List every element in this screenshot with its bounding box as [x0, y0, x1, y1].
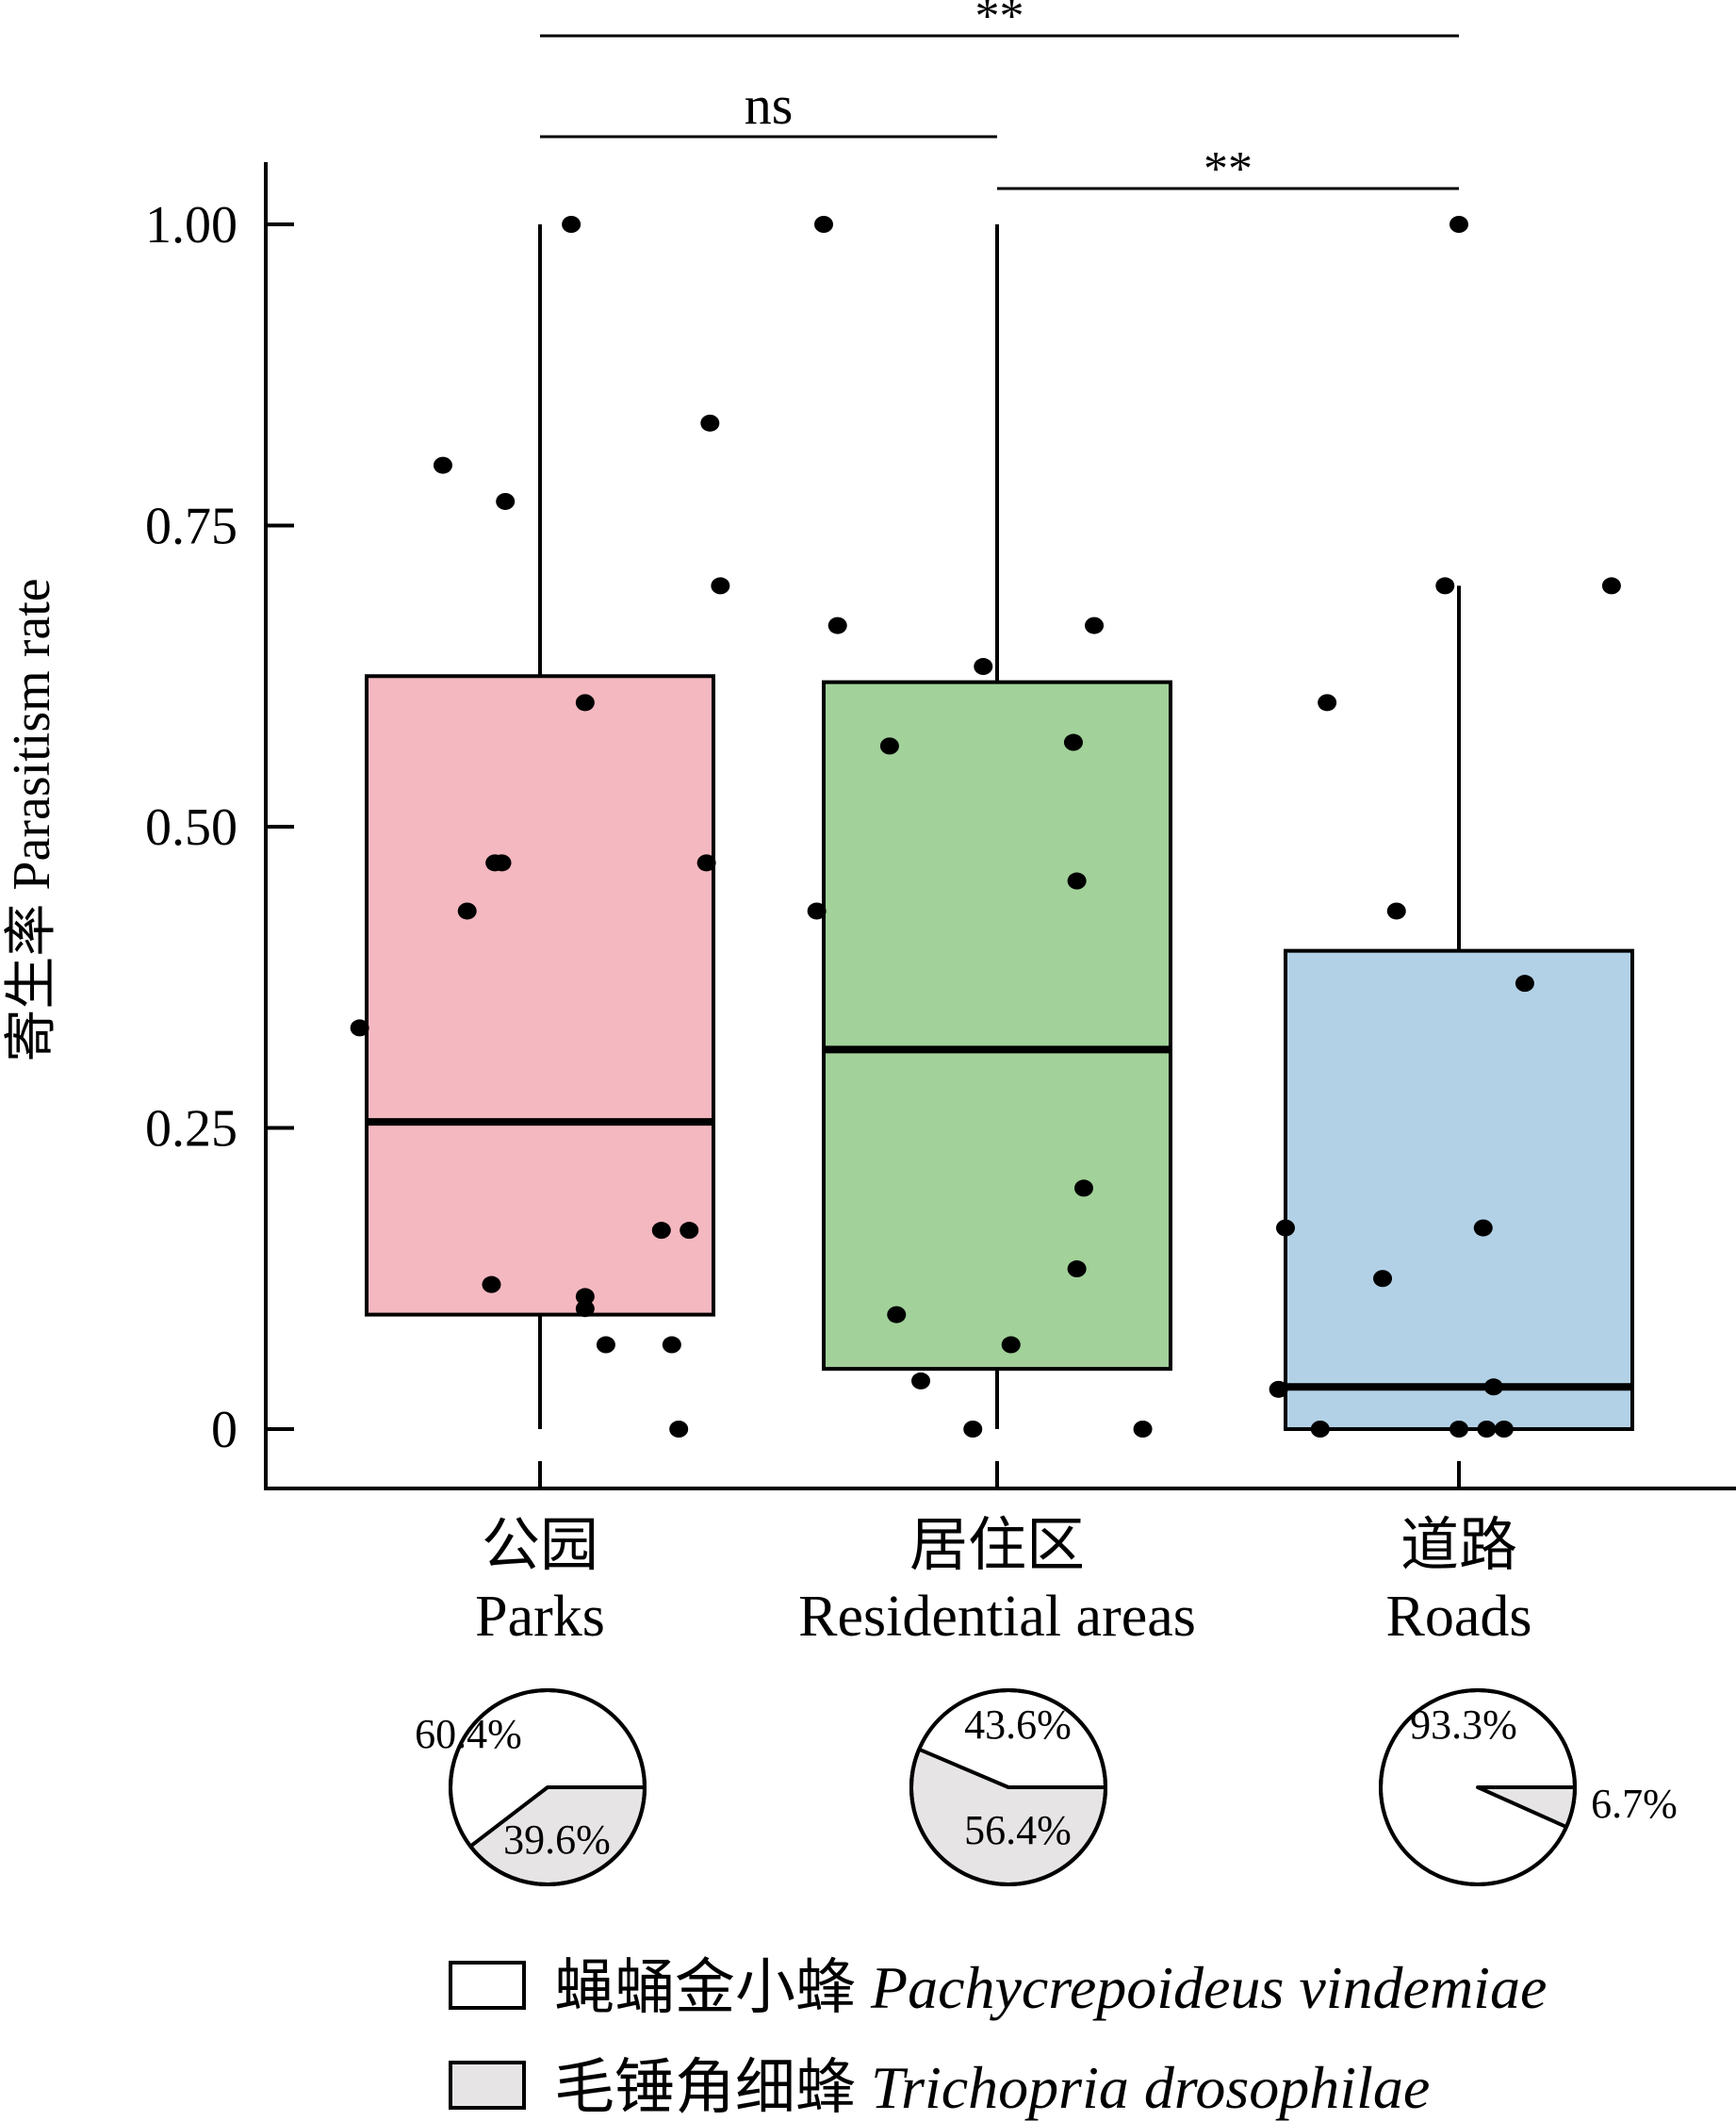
y-tick-label: 0	[211, 1401, 237, 1459]
pie-outline	[909, 1688, 1107, 1886]
pie-roads: 93.3% 6.7%	[1379, 1688, 1678, 1886]
data-point	[651, 1222, 671, 1240]
x-category-label-zh: 居住区	[909, 1514, 1085, 1578]
data-point	[575, 1300, 595, 1318]
data-point	[1318, 694, 1337, 712]
pie-slice-label: 93.3%	[1410, 1702, 1517, 1748]
box-layer	[365, 224, 1634, 1431]
significance-label: **	[975, 0, 1024, 43]
data-point	[1386, 902, 1406, 920]
significance-label: ns	[745, 74, 794, 136]
data-point	[457, 902, 477, 920]
data-point	[814, 216, 833, 233]
data-point	[1276, 1219, 1295, 1237]
legend-swatch	[449, 2061, 526, 2110]
y-tick-label: 0.50	[145, 798, 237, 857]
legend-name-zh: 蝇蛹金小蜂	[554, 1954, 856, 2021]
legend-entry: 蝇蛹金小蜂 Pachycrepoideus vindemiae	[554, 1954, 1547, 2021]
y-axis-title: 寄生率 Parasitism rate	[3, 578, 61, 1061]
data-point	[680, 1222, 699, 1240]
box-roads	[1284, 948, 1634, 1431]
pie-slice-label: 60.4%	[415, 1711, 522, 1757]
y-tick-label: 0.75	[145, 498, 237, 556]
pie-outline	[1379, 1688, 1577, 1886]
pie-parks: 60.4% 39.6%	[415, 1688, 647, 1886]
data-point	[433, 456, 452, 474]
data-point	[807, 902, 827, 920]
data-point	[1449, 216, 1468, 233]
x-category-label-en: Residential areas	[798, 1585, 1196, 1649]
pie-residential-areas: 43.6% 56.4%	[909, 1688, 1107, 1886]
data-point	[1373, 1270, 1393, 1288]
data-point	[1483, 1378, 1503, 1396]
point-layer	[350, 216, 1621, 1438]
pie-slice-label: 43.6%	[964, 1702, 1072, 1748]
x-category-label-en: Roads	[1386, 1585, 1532, 1649]
data-point	[963, 1421, 983, 1438]
pie-slice-label: 56.4%	[964, 1807, 1072, 1853]
data-point	[1494, 1421, 1514, 1438]
data-point	[1074, 1179, 1093, 1197]
legend-name-latin: Trichopria drosophilae	[871, 2054, 1430, 2121]
x-category-label-zh: 公园	[482, 1514, 598, 1578]
box-residential-areas	[822, 680, 1172, 1372]
data-point	[696, 854, 716, 872]
y-tick-label: 1.00	[145, 196, 237, 255]
data-point	[562, 216, 581, 233]
data-point	[711, 577, 730, 595]
data-point	[1449, 1421, 1468, 1438]
data-point	[1067, 1260, 1087, 1278]
data-point	[575, 1288, 595, 1306]
data-point	[350, 1019, 369, 1037]
legend-swatch	[449, 1961, 526, 2010]
data-point	[1515, 975, 1534, 993]
pie-outline	[449, 1688, 647, 1886]
pie-layer: 60.4% 39.6% 43.6% 56.4% 93.3% 6.7%	[415, 1688, 1678, 1886]
significance-label: **	[1204, 142, 1253, 196]
legend-entry: 毛锤角细蜂 Trichopria drosophilae	[554, 2054, 1430, 2121]
data-point	[1310, 1421, 1330, 1438]
data-point	[1001, 1336, 1021, 1354]
data-point	[669, 1421, 689, 1438]
pie-slice-label: 6.7%	[1591, 1781, 1678, 1827]
data-point	[887, 1306, 907, 1324]
box-parks	[365, 674, 715, 1317]
data-point	[662, 1336, 681, 1354]
data-point	[575, 694, 595, 712]
data-point	[1085, 617, 1105, 634]
legend-name-latin: Pachycrepoideus vindemiae	[870, 1954, 1547, 2021]
data-point	[596, 1336, 615, 1354]
y-tick-label: 0.25	[145, 1100, 237, 1159]
data-point	[496, 492, 516, 510]
significance-layer: ** ns **	[540, 0, 1459, 196]
data-point	[1063, 733, 1083, 751]
data-point	[827, 617, 847, 634]
data-point	[1601, 577, 1621, 595]
x-category-label-zh: 道路	[1400, 1514, 1517, 1578]
x-category-label-en: Parks	[475, 1585, 605, 1649]
data-point	[482, 1275, 501, 1293]
data-point	[1473, 1219, 1493, 1237]
data-point	[700, 414, 720, 432]
data-point	[879, 737, 899, 755]
legend-name-zh: 毛锤角细蜂	[554, 2054, 856, 2121]
data-point	[1067, 872, 1087, 890]
data-point	[1435, 577, 1455, 595]
pie-slice-label: 39.6%	[503, 1817, 611, 1863]
data-point	[1269, 1380, 1288, 1398]
data-point	[1133, 1421, 1153, 1438]
axis-layer: 寄生率 Parasitism rate 0 0.25 0.50 0.75 1.00 公园 P…	[3, 162, 1736, 1649]
data-point	[911, 1372, 931, 1389]
data-point	[492, 854, 512, 872]
data-point	[1477, 1421, 1497, 1438]
data-point	[974, 658, 993, 676]
